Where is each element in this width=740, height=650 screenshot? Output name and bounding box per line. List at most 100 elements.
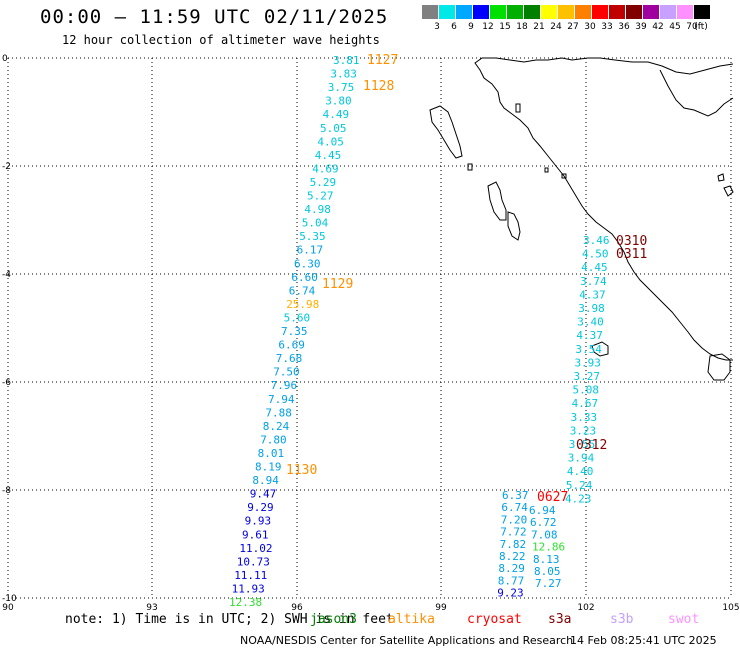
- legend-label: 33: [601, 22, 613, 32]
- wave-height-label: 8.29: [498, 562, 525, 575]
- small-island-4: [544, 167, 549, 173]
- pagai-island: [591, 341, 609, 357]
- legend-swatch: [507, 5, 523, 19]
- wave-height-label: 3.93: [574, 356, 601, 369]
- map-subtitle: 12 hour collection of altimeter wave hei…: [62, 33, 380, 47]
- wave-height-label: 4.40: [567, 465, 594, 478]
- legend-swatch: [677, 5, 693, 19]
- wave-height-label: 6.60: [291, 271, 318, 284]
- wave-height-label: 8.94: [252, 474, 279, 487]
- wave-height-label: 4.98: [304, 203, 331, 216]
- wave-height-label: 3.81: [333, 54, 360, 67]
- y-tick-label: -6: [2, 378, 11, 388]
- sumatra-coast: [474, 57, 734, 361]
- wave-height-label: 4.67: [572, 397, 599, 410]
- wave-height-label: 8.01: [258, 447, 285, 460]
- map-title: 00:00 – 11:59 UTC 02/11/2025: [40, 6, 389, 28]
- wave-height-label: 3.54: [575, 343, 602, 356]
- legend-label: 42: [652, 22, 664, 32]
- y-tick-label: -2: [2, 162, 11, 172]
- mission-label-s3b: s3b: [610, 612, 634, 627]
- y-tick-label: -8: [2, 486, 11, 496]
- wave-height-label: 9.47: [250, 488, 276, 501]
- legend-swatch: [694, 5, 710, 19]
- coastline: [429, 57, 734, 381]
- wave-height-label: 11.02: [239, 542, 272, 555]
- wave-height-label: 8.13: [533, 553, 560, 566]
- wave-height-label: 7.68: [276, 352, 303, 365]
- legend-swatch: [609, 5, 625, 19]
- wave-height-label: 4.49: [323, 108, 350, 121]
- legend-swatch: [558, 5, 574, 19]
- wave-height-label: 12.86: [532, 541, 565, 554]
- wave-height-label: 3.55: [569, 438, 596, 451]
- legend-swatch: [490, 5, 506, 19]
- legend-label: 21: [533, 22, 545, 32]
- enggano-island: [707, 353, 731, 381]
- wave-height-label: 6.94: [529, 504, 556, 517]
- pass-time-label: 1129: [322, 277, 353, 292]
- mission-label-jason3: jason3: [310, 612, 357, 627]
- wave-height-label: 4.45: [315, 149, 342, 162]
- wave-height-label: 9.93: [245, 515, 272, 528]
- wave-height-label: 3.80: [325, 95, 352, 108]
- legend-label: 3: [434, 22, 440, 32]
- wave-height-label: 9.23: [497, 587, 524, 600]
- wave-height-label: 7.08: [531, 528, 558, 541]
- mission-label-altika: altika: [388, 612, 435, 627]
- map-grid: 90 93 96 99 102 105 0 -2 -4 -6 -8 -10: [2, 54, 740, 613]
- legend-label: 45: [669, 22, 681, 32]
- wave-height-label: 4.69: [312, 162, 339, 175]
- coast-islet-a: [723, 185, 734, 197]
- wave-height-label: 4.37: [579, 288, 606, 301]
- wave-height-label: 6.30: [294, 257, 321, 270]
- wave-height-label: 6.74: [501, 501, 528, 514]
- wave-height-label: 8.05: [534, 565, 561, 578]
- wave-height-label: 3.33: [571, 411, 598, 424]
- wave-height-label: 5.35: [299, 230, 326, 243]
- siberut-island: [507, 211, 521, 241]
- wave-height-label: 7.82: [500, 538, 526, 551]
- wave-height-label: 5.04: [302, 217, 329, 230]
- pass-time-label: 0312: [576, 438, 607, 453]
- legend-label: 39: [635, 22, 647, 32]
- legend-swatch: [439, 5, 455, 19]
- legend-swatch: [575, 5, 591, 19]
- pass-time-label: 1127: [367, 53, 398, 68]
- wave-height-label: 8.24: [263, 420, 290, 433]
- wave-height-label: 12.38: [229, 596, 262, 609]
- wave-height-label: 3.27: [574, 370, 601, 383]
- wave-height-label: 10.73: [237, 555, 270, 568]
- wave-height-label: 3.74: [580, 275, 607, 288]
- legend-label: 12: [482, 22, 494, 32]
- x-tick-label: 105: [722, 603, 739, 613]
- malay-coast: [659, 69, 734, 117]
- altimeter-tracks: 3.813.833.753.804.495.054.054.454.695.29…: [229, 53, 647, 609]
- wave-height-label: 6.72: [530, 516, 557, 529]
- x-tick-label: 102: [577, 603, 594, 613]
- coast-islet-b: [717, 173, 725, 182]
- wave-height-label: 4.50: [582, 248, 609, 261]
- nias-island: [487, 181, 507, 221]
- wave-height-label: 5.05: [320, 122, 347, 135]
- pass-time-label: 1128: [363, 79, 394, 94]
- legend-swatch: [456, 5, 472, 19]
- y-tick-label: -4: [2, 270, 11, 280]
- legend-label: 24: [550, 22, 562, 32]
- pass-time-label: 0310: [616, 234, 647, 249]
- wave-height-label: 3.94: [568, 452, 595, 465]
- wave-height-label: 5.29: [310, 176, 337, 189]
- legend-swatch: [660, 5, 676, 19]
- y-tick-label: 0: [2, 54, 8, 64]
- generated-timestamp: 14 Feb 08:25:41 UTC 2025: [570, 634, 717, 647]
- legend-swatch: [592, 5, 608, 19]
- wave-height-label: 5.24: [566, 479, 593, 492]
- wave-height-label: 7.35: [281, 325, 308, 338]
- wave-height-label: 5.08: [573, 384, 600, 397]
- credit-line: NOAA/NESDIS Center for Satellite Applica…: [240, 634, 574, 647]
- x-tick-label: 90: [2, 603, 14, 613]
- x-tick-label: 96: [291, 603, 303, 613]
- legend-label: 70: [686, 22, 698, 32]
- wave-height-label: 4.05: [317, 135, 344, 148]
